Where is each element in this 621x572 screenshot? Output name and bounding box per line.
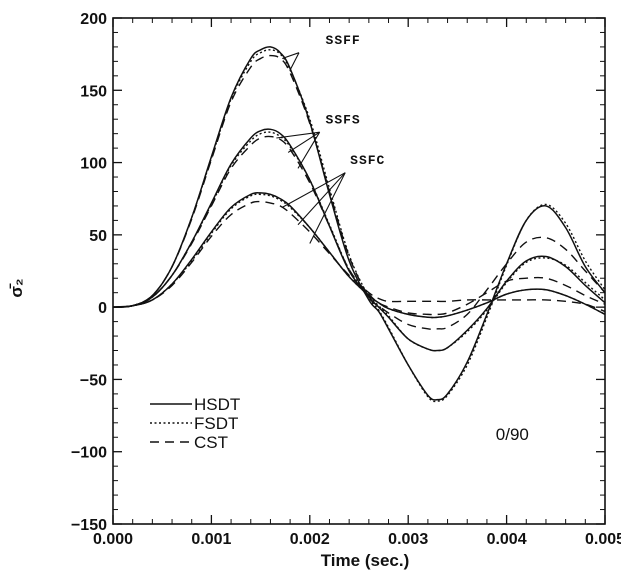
x-tick-label: 0.000	[93, 531, 133, 548]
x-tick-label: 0.002	[290, 531, 330, 548]
x-tick-label: 0.005	[585, 531, 621, 548]
annotation-leader-line	[281, 172, 346, 208]
y-tick-label: −50	[80, 372, 107, 389]
series-line-ssff-cst	[112, 54, 606, 330]
y-tick-label: 150	[80, 83, 107, 100]
series-line-ssfc-fsdt	[112, 193, 606, 319]
series-line-ssfc-hsdt	[112, 192, 606, 319]
series-line-ssff-fsdt	[112, 49, 606, 403]
y-axis-label: σ̄₂	[7, 278, 26, 297]
series-line-ssff-hsdt	[112, 46, 606, 401]
legend-label-hsdt: HSDT	[194, 395, 240, 414]
legend-label-cst: CST	[194, 433, 228, 452]
x-axis-label: Time (sec.)	[321, 551, 410, 570]
y-tick-label: 200	[80, 11, 107, 28]
annotation-leader-line	[289, 52, 300, 71]
legend-label-fsdt: FSDT	[194, 414, 238, 433]
y-tick-label: −150	[71, 517, 107, 534]
x-tick-label: 0.003	[388, 531, 428, 548]
annotation-layup: 0/90	[496, 425, 529, 444]
annotation-ssfs: SSFS	[326, 113, 361, 128]
annotation-ssff: SSFF	[326, 33, 361, 48]
x-tick-label: 0.004	[487, 531, 527, 548]
y-tick-label: 50	[89, 228, 107, 245]
annotation-leader-line	[297, 131, 321, 169]
x-tick-label: 0.001	[191, 531, 231, 548]
annotation-leader-line	[282, 52, 300, 59]
plot-area-frame	[112, 17, 606, 525]
series-line-ssfc-cst	[112, 200, 606, 313]
annotation-leader-line	[287, 131, 320, 153]
annotation-leader-line	[276, 131, 320, 139]
annotation-leader-line	[309, 172, 346, 244]
y-tick-label: −100	[71, 445, 107, 462]
annotation-leader-line	[297, 172, 346, 226]
y-tick-label: 0	[98, 300, 107, 317]
annotation-ssfc: SSFC	[350, 153, 385, 168]
series-line-ssfs-cst	[112, 135, 606, 316]
y-tick-label: 100	[80, 156, 107, 173]
